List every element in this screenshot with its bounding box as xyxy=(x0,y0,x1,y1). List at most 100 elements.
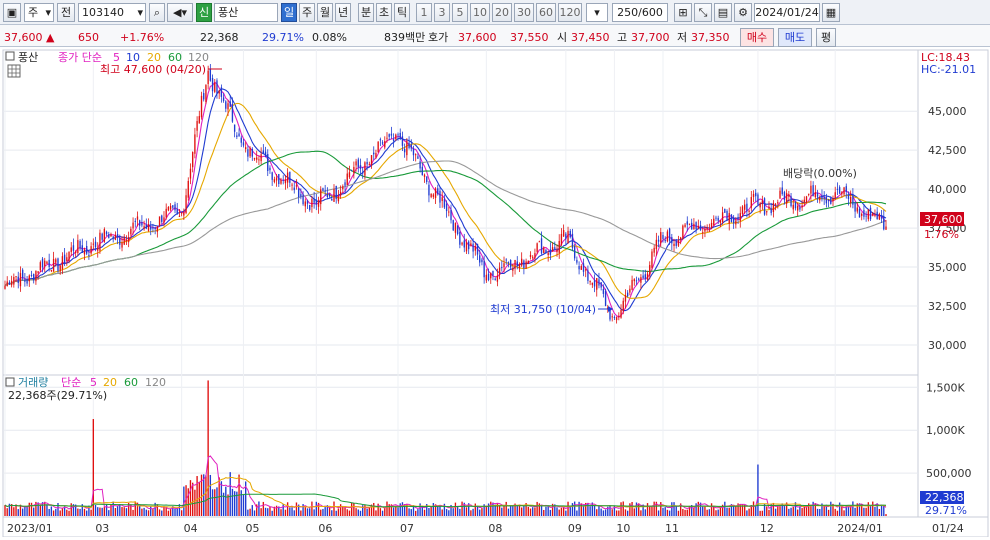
candle-body xyxy=(494,278,496,280)
candle-body xyxy=(346,173,348,186)
candle-body xyxy=(390,133,393,136)
candle-body xyxy=(454,222,457,233)
volume-bar xyxy=(233,491,236,516)
volume-bar xyxy=(783,505,786,516)
x-tick-label: 11 xyxy=(665,522,679,535)
interval-5[interactable]: 5 xyxy=(452,3,468,22)
interval-1[interactable]: 1 xyxy=(416,3,432,22)
volume-bar xyxy=(333,501,335,516)
speaker-icon[interactable]: ◀▾ xyxy=(167,3,193,22)
volume-bar xyxy=(381,510,384,516)
candle-body xyxy=(134,220,136,222)
price-volume-chart[interactable]: 45,00042,50040,00037,50035,00032,50030,0… xyxy=(0,48,990,538)
candle-body xyxy=(269,167,271,171)
interval-30[interactable]: 30 xyxy=(514,3,534,22)
volume-bar xyxy=(675,505,677,516)
volume-bar xyxy=(585,502,587,516)
volume-bar xyxy=(728,507,730,516)
volume-bar xyxy=(178,504,181,516)
buy-button[interactable]: 매수 xyxy=(740,28,774,47)
candle-body xyxy=(339,191,342,196)
volume-bar xyxy=(337,508,340,516)
candle-body xyxy=(145,224,147,229)
candle-body xyxy=(167,206,170,211)
gear-icon[interactable]: ⚙ xyxy=(734,3,752,22)
candle-body xyxy=(150,226,152,230)
volume-bar xyxy=(779,506,781,516)
interval-10[interactable]: 10 xyxy=(470,3,490,22)
volume-bar xyxy=(821,503,823,516)
candle-body xyxy=(97,247,99,251)
volume-tick-label: 1,500K xyxy=(926,381,965,394)
candle-body xyxy=(693,223,695,230)
interval-120[interactable]: 120 xyxy=(558,3,582,22)
period-month[interactable]: 월 xyxy=(317,3,333,22)
candle-body xyxy=(211,78,214,92)
candle-body xyxy=(244,147,247,150)
period-year[interactable]: 년 xyxy=(335,3,351,22)
market-select[interactable]: 주 ▾ xyxy=(24,3,54,22)
search-icon[interactable]: ⌕ xyxy=(149,3,165,22)
volume-bar xyxy=(492,502,494,516)
panel-menu-icon[interactable] xyxy=(5,51,15,61)
volume-bar xyxy=(461,501,463,516)
draw-icon[interactable]: ⤡ xyxy=(694,3,712,22)
indicator-icon[interactable]: ⊞ xyxy=(674,3,692,22)
x-tick-label: 10 xyxy=(616,522,630,535)
scope-button[interactable]: 전 xyxy=(57,3,75,22)
period-tick[interactable]: 틱 xyxy=(394,3,410,22)
eval-button[interactable]: 평 xyxy=(816,28,836,47)
volume-bar xyxy=(565,510,567,516)
candle-body xyxy=(275,177,278,181)
candle-body xyxy=(479,255,481,263)
candle-body xyxy=(825,197,828,204)
volume-bar xyxy=(660,502,662,516)
date-field[interactable]: 2024/01/24 xyxy=(754,3,820,22)
calendar-icon[interactable]: ▦ xyxy=(822,3,840,22)
volume-bar xyxy=(284,509,287,516)
stock-name-field[interactable]: 풍산 xyxy=(214,3,278,22)
period-second[interactable]: 초 xyxy=(376,3,392,22)
candle-body xyxy=(238,133,240,137)
candle-body xyxy=(885,226,887,230)
interval-60[interactable]: 60 xyxy=(536,3,556,22)
interval-dropdown[interactable]: ▾ xyxy=(586,3,608,22)
volume-bar xyxy=(103,506,106,516)
candle-body xyxy=(242,142,245,146)
candle-body xyxy=(803,199,805,203)
volume-bar xyxy=(631,501,633,516)
interval-20[interactable]: 20 xyxy=(492,3,512,22)
volume-bar xyxy=(547,505,549,516)
volume-bar xyxy=(225,486,227,516)
chart-menu-icon[interactable]: ▣ xyxy=(3,3,21,22)
data-count-field[interactable]: 250/600 xyxy=(612,3,668,22)
period-week[interactable]: 주 xyxy=(299,3,315,22)
candle-body xyxy=(852,195,854,205)
candle-body xyxy=(810,185,812,194)
candle-body xyxy=(640,277,642,283)
sell-button[interactable]: 매도 xyxy=(778,28,812,47)
candle-body xyxy=(587,270,589,281)
volume-bar xyxy=(752,501,755,516)
stock-code-value: 103140 xyxy=(82,6,124,19)
trade-amount: 839백만 xyxy=(384,31,426,44)
volume-legend-ma120: 120 xyxy=(145,376,166,389)
volume-bar xyxy=(63,506,66,516)
lc-label: LC:18.43 xyxy=(921,51,970,64)
candle-body xyxy=(481,259,483,263)
interval-3[interactable]: 3 xyxy=(434,3,450,22)
grid-toggle-icon[interactable] xyxy=(7,64,21,78)
stock-code-input[interactable]: 103140 ▾ xyxy=(78,3,146,22)
period-minute[interactable]: 분 xyxy=(358,3,374,22)
volume-bar xyxy=(110,504,112,516)
candle-body xyxy=(249,147,251,157)
save-icon[interactable]: ▤ xyxy=(714,3,732,22)
candle-body xyxy=(236,135,238,138)
volume-bar xyxy=(136,502,139,516)
candle-body xyxy=(487,273,490,280)
volume-bar xyxy=(392,507,395,516)
panel-menu-icon[interactable] xyxy=(5,377,15,387)
volume-bar xyxy=(269,506,271,516)
y-axis-panel xyxy=(917,49,989,518)
period-day[interactable]: 일 xyxy=(281,3,297,22)
